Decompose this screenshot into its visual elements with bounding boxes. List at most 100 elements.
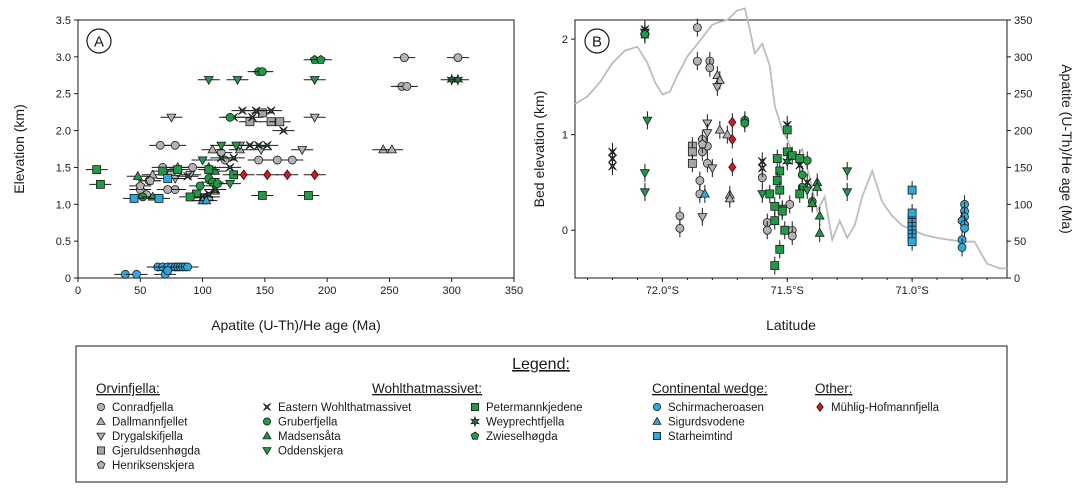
x-tick-label: 71.5°S	[771, 285, 804, 297]
data-point-starheim	[907, 185, 917, 195]
data-point-starheim	[129, 193, 139, 203]
data-point-schirmacher	[163, 266, 173, 276]
data-point-muhlig	[728, 133, 737, 145]
panel-b-label: B	[592, 34, 602, 51]
data-point-dallmann	[714, 124, 725, 134]
data-point-odden	[842, 188, 853, 198]
legend-item-gjeruldsen: Gjeruldsenhøgda	[112, 446, 201, 458]
legend-marker-starheim	[653, 431, 662, 440]
data-point-conrad	[287, 155, 297, 165]
legend-group-heading: Orvinfjella:	[96, 381, 160, 396]
legend-item-drygalski: Drygalskifjella	[112, 431, 184, 443]
data-point-starheim	[907, 208, 917, 218]
data-point-petermann	[782, 125, 792, 135]
data-point-odden	[639, 169, 650, 179]
y2-tick-label: 300	[1014, 52, 1032, 64]
data-point-eastern	[248, 112, 257, 122]
data-point-conrad	[692, 23, 702, 33]
legend-item-zwiesel: Zwieselhøgda	[486, 431, 558, 443]
y-tick-label: 2.5	[56, 89, 71, 101]
data-point-gjeruldsen	[275, 117, 285, 127]
legend-marker-dallmann	[96, 416, 106, 425]
data-point-drygalski	[712, 83, 723, 93]
data-point-zwiesel	[316, 54, 326, 64]
data-point-conrad	[762, 225, 772, 235]
x-tick-label: 72.0°S	[646, 285, 679, 297]
data-point-gruber	[195, 181, 205, 191]
data-point-odden	[231, 141, 242, 151]
data-point-eastern	[204, 189, 214, 199]
legend-marker-conrad	[97, 402, 106, 411]
data-point-madsen	[812, 181, 823, 191]
data-point-petermann	[780, 225, 790, 235]
data-point-conrad	[785, 200, 795, 209]
y-tick-label: 1	[562, 130, 568, 142]
legend-item-odden: Oddenskjera	[278, 446, 344, 458]
data-point-muhlig	[728, 161, 737, 173]
data-point-petermann	[775, 244, 785, 254]
data-point-odden	[203, 76, 214, 86]
y2-tick-label: 50	[1014, 236, 1026, 248]
panel-b-frame	[574, 19, 1008, 279]
data-point-madsen	[814, 227, 825, 237]
data-point-petermann	[770, 261, 780, 270]
data-point-petermann	[775, 166, 785, 176]
y-tick-label: 3.0	[56, 52, 71, 64]
data-point-madsen	[132, 170, 143, 180]
data-point-dallmann	[724, 193, 735, 203]
legend-marker-gruber	[262, 417, 271, 426]
y-tick-label: 2.0	[56, 126, 71, 138]
data-point-gjeruldsen	[257, 108, 267, 118]
data-point-odden	[639, 188, 650, 198]
data-point-conrad	[787, 231, 797, 241]
data-point-conrad	[402, 81, 412, 91]
legend-frame	[75, 345, 1008, 483]
data-point-schirmacher	[957, 243, 967, 252]
data-point-starheim	[907, 237, 917, 247]
data-point-petermann	[204, 165, 214, 175]
x-tick-label: 300	[443, 285, 461, 297]
data-point-petermann	[772, 154, 782, 163]
panel-b: 72.0°S 71.5°S 71.0°S 0 1 2 0 50 100 150 200 250 300 3…	[531, 7, 1075, 333]
data-point-petermann	[777, 206, 787, 216]
data-point-conrad	[692, 56, 702, 66]
data-point-drygalski	[166, 113, 177, 123]
data-point-gruber	[797, 170, 807, 180]
data-point-petermann	[795, 189, 805, 199]
data-point-drygalski	[707, 164, 718, 174]
data-point-dallmann	[378, 144, 389, 154]
data-point-conrad	[272, 155, 282, 165]
y-tick-label: 1.0	[56, 199, 71, 211]
legend-title: Legend:	[512, 356, 570, 373]
data-point-petermann	[775, 185, 785, 195]
data-point-eastern	[279, 126, 288, 135]
legend-item-weyprecht: Weyprechtfjella	[486, 417, 565, 429]
data-point-gruber	[740, 118, 750, 128]
data-point-sigurds	[699, 188, 710, 198]
x-tick-label: 350	[505, 285, 523, 297]
legend-group-heading: Continental wedge:	[652, 381, 768, 396]
data-point-petermann	[304, 191, 313, 200]
data-point-odden	[197, 156, 208, 166]
data-point-eastern	[251, 106, 261, 116]
data-point-dallmann	[722, 129, 733, 139]
panel-a-ticks: 0 50 100 150 200 250 300 350 0 0.5 1.0 1.5 2.0 2.5 3.0…	[56, 15, 523, 297]
data-point-conrad	[254, 155, 264, 165]
data-point-gruber	[257, 67, 267, 76]
data-point-petermann	[795, 154, 805, 163]
data-point-eastern	[608, 161, 617, 171]
data-point-dallmann	[386, 144, 397, 154]
data-point-eastern	[757, 163, 767, 173]
y-tick-label: 1.5	[56, 162, 71, 174]
legend-marker-henriksen	[96, 460, 106, 469]
x-tick-label: 71.0°S	[896, 285, 929, 297]
legend-item-starheim: Starheimtind	[668, 431, 733, 443]
data-point-weyprecht	[781, 155, 793, 168]
x-tick-label: 150	[256, 285, 274, 297]
data-point-odden	[757, 190, 768, 200]
legend-item-eastern: Eastern Wohlthatmassivet	[278, 402, 412, 414]
data-point-starheim	[163, 174, 173, 183]
data-point-muhlig	[283, 169, 292, 181]
data-point-eastern	[216, 153, 226, 163]
